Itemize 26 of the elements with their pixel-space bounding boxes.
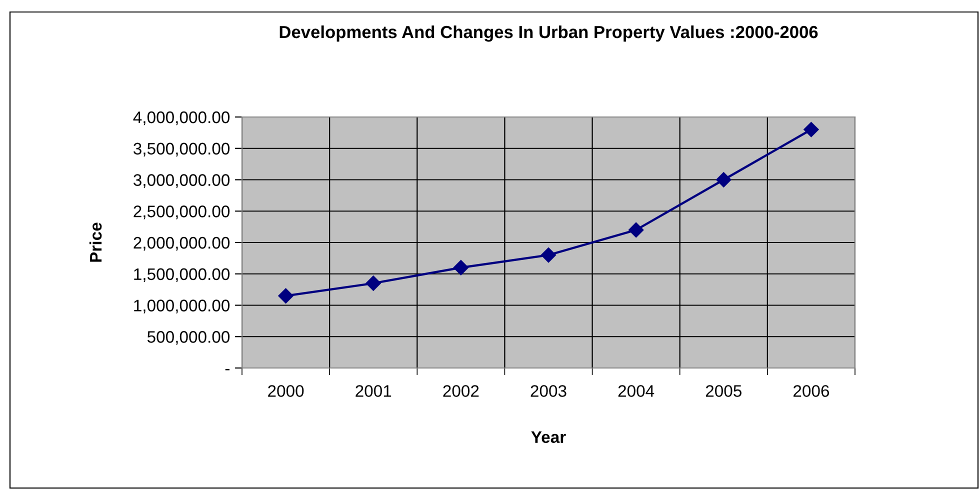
y-tick-label: 1,000,000.00	[134, 300, 230, 314]
point	[540, 247, 556, 263]
y-tick-label: 3,500,000.00	[134, 142, 230, 157]
point	[366, 276, 381, 291]
point	[628, 222, 644, 238]
x-tick-label: 2003	[530, 385, 566, 397]
point	[804, 122, 819, 138]
x-axis-title: Year	[531, 431, 566, 443]
x-tick-label: 2006	[794, 385, 830, 397]
y-tick-label: 2,500,000.00	[134, 206, 230, 220]
point	[716, 172, 732, 188]
point	[453, 260, 468, 276]
y-tick-label: 2,000,000.00	[134, 236, 230, 251]
x-tick-label: 2000	[268, 385, 304, 397]
y-tick-label: 500,000.00	[147, 331, 230, 345]
x-tick-label: 2004	[618, 385, 654, 397]
y-tick-label: 1,500,000.00	[134, 268, 230, 282]
y-axis-title: Price	[89, 222, 102, 262]
chart-title: Developments And Changes In Urban Property Values :2000-2006	[280, 25, 818, 42]
x-tick-label: 2002	[443, 385, 479, 397]
y-tick-label: 4,000,000.00	[133, 111, 230, 126]
y-tick-label: -	[225, 368, 230, 370]
x-tick-label: 2005	[706, 385, 742, 397]
point	[278, 288, 294, 304]
y-tick-label: 3,000,000.00	[134, 174, 230, 188]
x-tick-label: 2001	[356, 385, 392, 397]
